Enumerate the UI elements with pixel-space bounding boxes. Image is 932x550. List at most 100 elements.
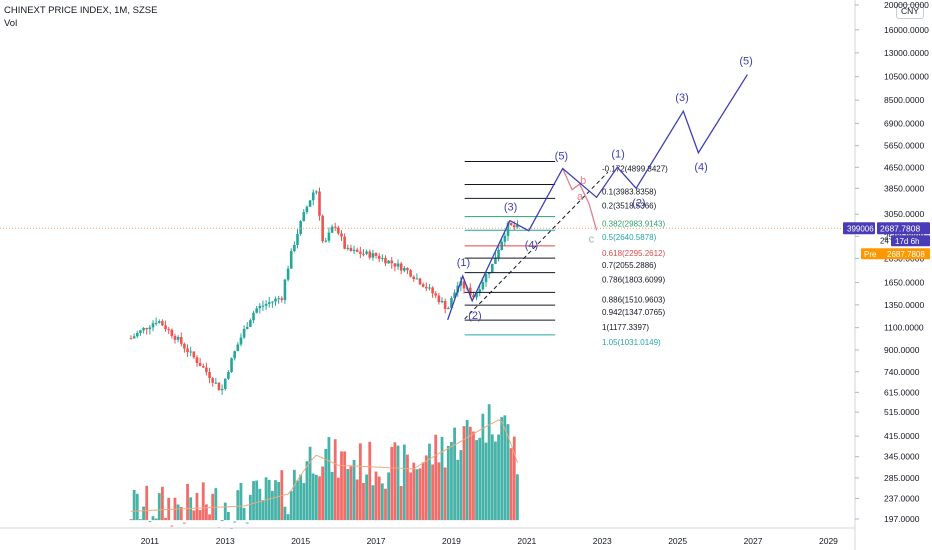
abc-label: b <box>580 175 586 187</box>
candle-body <box>469 287 472 296</box>
volume-bar <box>399 486 403 521</box>
x-tick-label: 2017 <box>367 536 386 546</box>
candle-body <box>374 253 378 256</box>
y-tick-label: 16000.0000 <box>884 25 929 35</box>
volume-bar <box>352 460 356 521</box>
volume-bar <box>161 486 164 521</box>
volume-bar <box>277 481 281 521</box>
volume-bar <box>170 525 174 527</box>
candle-body <box>305 206 309 213</box>
candle-body <box>302 212 306 222</box>
y-tick-label: 4650.0000 <box>884 162 924 172</box>
volume-bar <box>472 431 475 521</box>
candle-body <box>368 251 372 258</box>
candle-body <box>233 351 236 359</box>
volume-bar <box>421 462 425 521</box>
candle-body <box>443 300 447 309</box>
fibonacci-layer: -0.172(4899.8427) 0.1(3983.8358) 0.2(3518.… <box>0 160 855 347</box>
x-tick-label: 2013 <box>216 536 235 546</box>
volume-bar <box>434 434 438 521</box>
wave-label: (3) <box>675 92 688 104</box>
candle-body <box>308 200 312 207</box>
candle-body <box>384 257 387 264</box>
abc-label: c <box>589 233 595 245</box>
partial-tick-label: 24 <box>880 236 889 245</box>
volume-bar <box>380 483 384 521</box>
candle-body <box>415 278 419 280</box>
volume-bar <box>242 507 246 521</box>
candle-body <box>242 328 246 338</box>
candle-body <box>296 233 299 245</box>
candle-body <box>333 226 337 228</box>
candle-body <box>453 292 456 299</box>
fib-level-label: 1.05(1031.0149) <box>602 338 661 347</box>
volume-bar <box>362 482 365 521</box>
currency-badge[interactable]: CNY <box>896 4 924 19</box>
candle-layer <box>129 187 519 395</box>
volume-bar <box>377 476 381 521</box>
volume-bar <box>409 472 413 521</box>
candle-body <box>346 247 350 249</box>
candle-body <box>211 378 214 383</box>
y-tick-label: 515.0000 <box>884 407 920 417</box>
volume-bar <box>343 451 347 521</box>
volume-bar <box>255 480 259 521</box>
candle-body <box>355 249 359 252</box>
abc-label: a <box>577 191 584 203</box>
candle-body <box>261 305 265 307</box>
volume-bar <box>330 471 334 521</box>
volume-bar <box>139 519 142 521</box>
candle-body <box>506 222 510 236</box>
volume-bar <box>393 442 397 521</box>
candle-body <box>409 270 412 277</box>
volume-bar <box>245 522 249 524</box>
candle-body <box>239 337 243 345</box>
y-tick-label: 345.0000 <box>884 452 920 462</box>
volume-bar <box>478 437 482 521</box>
candle-body <box>447 308 450 310</box>
volume-bar <box>142 506 145 521</box>
candle-body <box>205 367 208 373</box>
candle-body <box>497 249 500 258</box>
candle-body <box>167 329 170 331</box>
y-tick-label: 13000.0000 <box>884 48 929 58</box>
candle-body <box>286 268 290 280</box>
candle-body <box>437 295 441 303</box>
y-tick-label: 615.0000 <box>884 387 920 397</box>
volume-bar <box>151 516 155 521</box>
candle-body <box>327 232 331 241</box>
pre-market-value: 2687.7808 <box>887 250 925 259</box>
volume-bar <box>428 443 431 521</box>
volume-bar <box>264 477 268 521</box>
countdown-label: 17d 6h <box>895 237 919 246</box>
volume-bar <box>324 448 328 521</box>
y-tick-label: 740.0000 <box>884 367 920 377</box>
candle-body <box>393 263 397 267</box>
volume-bar <box>368 441 372 521</box>
volume-bar <box>179 507 183 521</box>
candle-body <box>271 301 274 303</box>
candle-body <box>472 295 475 298</box>
volume-bar <box>424 455 428 521</box>
volume-bar <box>214 488 218 521</box>
candle-body <box>142 327 145 331</box>
candle-body <box>440 300 444 303</box>
y-tick-label: 197.0000 <box>884 514 920 524</box>
volume-bar <box>494 441 497 521</box>
y-tick-label: 1350.0000 <box>884 300 924 310</box>
candle-body <box>377 255 381 259</box>
volume-bar <box>402 444 406 521</box>
candle-body <box>311 192 315 201</box>
volume-bar <box>302 483 306 521</box>
volume-bar <box>239 482 243 521</box>
candle-body <box>252 312 255 321</box>
candle-body <box>245 326 249 329</box>
fib-level-label: 0.7(2055.2886) <box>602 261 657 270</box>
volume-bar <box>248 494 252 521</box>
y-tick-label: 10500.0000 <box>884 72 929 82</box>
volume-bar <box>396 445 400 521</box>
candle-body <box>425 286 428 289</box>
